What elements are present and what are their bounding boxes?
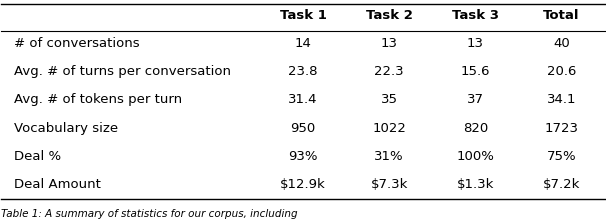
Text: Table 1: A summary of statistics for our corpus, including: Table 1: A summary of statistics for our…	[1, 209, 298, 219]
